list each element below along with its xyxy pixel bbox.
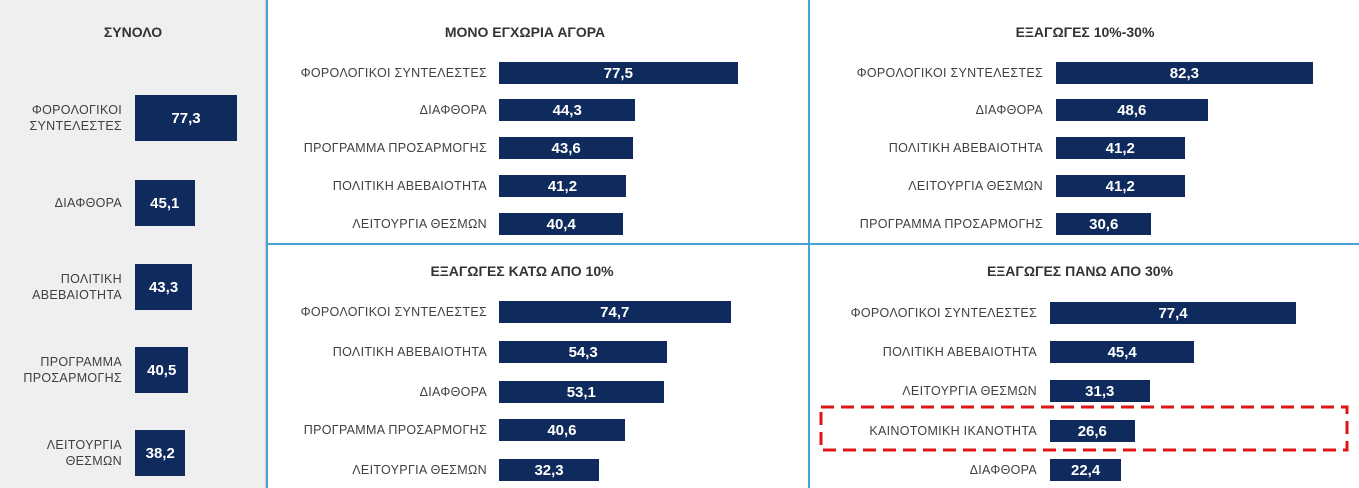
bar <box>1050 302 1297 324</box>
category-label: ΦΟΡΟΛΟΓΙΚΟΙ ΣΥΝΤΕΛΕΣΤΕΣ <box>300 305 487 319</box>
bar <box>135 180 195 226</box>
value-label: 48,6 <box>1117 101 1147 119</box>
bar <box>135 264 193 310</box>
category-label: ΔΙΑΦΘΟΡΑ <box>969 463 1037 477</box>
category-label: ΠΡΟΓΡΑΜΜΑ ΠΡΟΣΑΡΜΟΓΗΣ <box>303 423 487 437</box>
value-label: 26,6 <box>1077 422 1107 440</box>
bar <box>1056 175 1185 197</box>
value-label: 40,4 <box>546 215 576 233</box>
category-label: ΔΙΑΦΘΟΡΑ <box>419 103 487 117</box>
category-label: ΚΑΙΝΟΤΟΜΙΚΗ ΙΚΑΝΟΤΗΤΑ <box>869 424 1037 438</box>
category-label: ΛΕΙΤΟΥΡΓΙΑ ΘΕΣΜΩΝ <box>46 438 122 468</box>
value-label: 22,4 <box>1071 461 1101 479</box>
bar <box>1056 213 1152 235</box>
value-label: 77,4 <box>1158 304 1188 322</box>
value-label: 40,5 <box>147 361 177 379</box>
bar <box>499 381 664 403</box>
bar <box>135 347 189 393</box>
bar <box>499 99 636 121</box>
category-label: ΦΟΡΟΛΟΓΙΚΟΙ ΣΥΝΤΕΛΕΣΤΕΣ <box>300 66 487 80</box>
bar <box>499 175 626 197</box>
category-label: ΛΕΙΤΟΥΡΓΙΑ ΘΕΣΜΩΝ <box>352 217 487 231</box>
value-label: 40,6 <box>547 421 577 439</box>
value-label: 38,2 <box>145 444 175 462</box>
bar <box>135 430 186 476</box>
category-label: ΛΕΙΤΟΥΡΓΙΑ ΘΕΣΜΩΝ <box>902 384 1037 398</box>
highlight-box <box>819 405 1349 452</box>
value-label: 43,3 <box>148 278 179 296</box>
value-label: 44,3 <box>552 101 582 119</box>
category-label: ΦΟΡΟΛΟΓΙΚΟΙ ΣΥΝΤΕΛΕΣΤΕΣ <box>29 103 122 133</box>
bar <box>499 419 625 441</box>
value-label: 30,6 <box>1089 215 1119 233</box>
left-panel <box>0 0 266 488</box>
category-label: ΦΟΡΟΛΟΓΙΚΟΙ ΣΥΝΤΕΛΕΣΤΕΣ <box>856 66 1043 80</box>
chart-title: ΕΞΑΓΩΓΕΣ ΚΑΤΩ ΑΠΟ 10% <box>430 263 614 279</box>
bar <box>499 137 634 159</box>
value-label: 43,6 <box>551 139 581 157</box>
divider <box>266 243 1359 245</box>
category-label: ΛΕΙΤΟΥΡΓΙΑ ΘΕΣΜΩΝ <box>908 179 1043 193</box>
category-label: ΠΡΟΓΡΑΜΜΑ ΠΡΟΣΑΡΜΟΓΗΣ <box>303 141 487 155</box>
value-label: 45,1 <box>150 194 180 212</box>
value-label: 82,3 <box>1169 64 1199 82</box>
value-label: 41,2 <box>547 177 578 195</box>
category-label: ΔΙΑΦΘΟΡΑ <box>975 103 1043 117</box>
category-label: ΠΟΛΙΤΙΚΗ ΑΒΕΒΑΙΟΤΗΤΑ <box>32 272 122 302</box>
value-label: 74,7 <box>600 303 630 321</box>
category-label: ΠΟΛΙΤΙΚΗ ΑΒΕΒΑΙΟΤΗΤΑ <box>332 179 487 193</box>
value-label: 77,5 <box>603 64 633 82</box>
chart-title: ΣΥΝΟΛΟ <box>103 24 163 40</box>
category-label: ΔΙΑΦΘΟΡΑ <box>54 196 122 210</box>
category-label: ΠΟΛΙΤΙΚΗ ΑΒΕΒΑΙΟΤΗΤΑ <box>332 345 487 359</box>
bar <box>1056 137 1185 159</box>
bar <box>1056 62 1313 84</box>
category-label: ΛΕΙΤΟΥΡΓΙΑ ΘΕΣΜΩΝ <box>352 463 487 477</box>
bar <box>499 459 600 481</box>
bar <box>499 341 668 363</box>
bar <box>499 301 731 323</box>
value-label: 54,3 <box>568 343 598 361</box>
category-label: ΔΙΑΦΘΟΡΑ <box>419 385 487 399</box>
value-label: 53,1 <box>566 383 596 401</box>
bar <box>1050 380 1150 402</box>
category-label: ΠΟΛΙΤΙΚΗ ΑΒΕΒΑΙΟΤΗΤΑ <box>888 141 1043 155</box>
chart-title: ΜΟΝΟ ΕΓΧΩΡΙΑ ΑΓΟΡΑ <box>444 24 606 40</box>
bar <box>135 95 238 141</box>
bar <box>1056 99 1208 121</box>
category-label: ΠΟΛΙΤΙΚΗ ΑΒΕΒΑΙΟΤΗΤΑ <box>882 345 1037 359</box>
category-label: ΠΡΟΓΡΑΜΜΑ ΠΡΟΣΑΡΜΟΓΗΣ <box>23 355 122 385</box>
bar <box>1050 341 1195 363</box>
value-label: 41,2 <box>1105 139 1135 157</box>
bar <box>499 213 624 235</box>
bar <box>1050 459 1122 481</box>
value-label: 41,2 <box>1105 177 1135 195</box>
chart-title: ΕΞΑΓΩΓΕΣ ΠΑΝΩ ΑΠΟ 30% <box>986 263 1174 279</box>
value-label: 45,4 <box>1107 343 1137 361</box>
value-label: 31,3 <box>1085 382 1115 400</box>
bar <box>1050 420 1135 442</box>
category-label: ΠΡΟΓΡΑΜΜΑ ΠΡΟΣΑΡΜΟΓΗΣ <box>859 217 1043 231</box>
bar <box>499 62 738 84</box>
value-label: 32,3 <box>534 461 564 479</box>
category-label: ΦΟΡΟΛΟΓΙΚΟΙ ΣΥΝΤΕΛΕΣΤΕΣ <box>850 306 1037 320</box>
chart-title: ΕΞΑΓΩΓΕΣ 10%-30% <box>1015 24 1155 40</box>
value-label: 77,3 <box>171 109 201 127</box>
